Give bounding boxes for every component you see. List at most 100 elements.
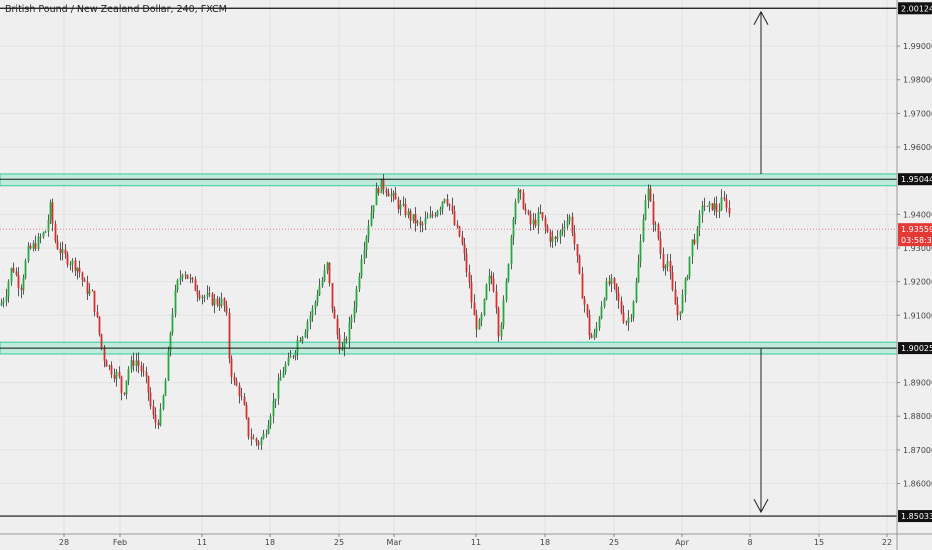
candle-body <box>245 404 248 418</box>
date-tick-label: 8 <box>747 538 752 547</box>
candle-body <box>44 231 47 233</box>
candle-body <box>216 298 219 305</box>
candle-body <box>370 212 373 226</box>
candle-body <box>568 216 571 221</box>
candle-body <box>184 274 187 276</box>
candle-body <box>206 293 209 297</box>
candle-body <box>164 380 167 396</box>
candle-body <box>662 253 665 269</box>
date-tick-label: Mar <box>386 538 402 547</box>
candle-body <box>495 291 498 309</box>
candle-body <box>145 372 148 377</box>
grid-layer <box>0 0 897 534</box>
candle-body <box>517 189 520 203</box>
candle-body <box>529 213 532 225</box>
candle-body <box>693 239 696 244</box>
candle-body <box>282 372 285 378</box>
candle-body <box>355 288 358 308</box>
candle-body <box>343 338 346 349</box>
candle-body <box>125 380 128 395</box>
candle-body <box>588 314 591 336</box>
candle-body <box>267 425 270 434</box>
candle-body <box>100 334 103 348</box>
candle-body <box>414 214 417 224</box>
candle-body <box>198 294 201 299</box>
price-axis[interactable]: 1.86000 1.87000 1.88000 1.89000 1.91000 1.920… <box>897 42 932 489</box>
candle-body <box>220 298 223 306</box>
candle-body <box>708 203 711 207</box>
date-tick-label: 11 <box>197 538 207 547</box>
candle-body <box>725 199 728 208</box>
candle-body <box>301 337 304 342</box>
candle-body <box>399 204 402 210</box>
candle-body <box>534 219 537 226</box>
resistance-price-tag-label: 1.95044 <box>901 175 932 184</box>
candle-body <box>715 203 718 212</box>
candle-body <box>228 312 231 359</box>
candle-body <box>208 293 211 295</box>
candle-body <box>720 197 723 211</box>
date-tick-label: 18 <box>540 538 550 547</box>
candle-body <box>573 232 576 245</box>
resistance-price-tag <box>898 173 932 186</box>
candle-body <box>424 218 427 224</box>
chart-title: British Pound / New Zealand Dollar, 240,… <box>5 4 227 15</box>
candle-body <box>688 256 691 277</box>
candle-body <box>691 239 694 257</box>
candle-body <box>299 339 302 342</box>
candle-body <box>350 317 353 323</box>
candle-body <box>541 212 544 218</box>
candle-body <box>42 232 45 237</box>
candle-body <box>372 205 375 213</box>
candle-body <box>250 436 253 439</box>
price-tick-label: 1.94000 <box>903 210 932 219</box>
resistance-zone[interactable] <box>0 173 898 187</box>
date-tick-label: 18 <box>265 538 275 547</box>
candle-body <box>255 438 258 443</box>
current-price-tag <box>898 223 932 247</box>
candle-body <box>644 200 647 220</box>
candle-body <box>554 236 557 239</box>
price-tick-label: 1.99000 <box>903 42 932 51</box>
candle-body <box>316 295 319 303</box>
target-bottom-price-tag <box>898 510 932 523</box>
candle-body <box>463 243 466 254</box>
price-tick-label: 1.91000 <box>903 311 932 320</box>
candle-body <box>235 380 238 386</box>
candle-body <box>115 371 118 379</box>
arrow-down-head <box>753 498 769 514</box>
candle-body <box>314 302 317 309</box>
candle-body <box>159 408 162 426</box>
candle-body <box>490 275 493 279</box>
candle-body <box>649 188 652 202</box>
candle-body <box>480 314 483 321</box>
candle-body <box>544 217 547 227</box>
candle-body <box>348 322 351 341</box>
candle-body <box>497 308 500 337</box>
candle-body <box>571 216 574 233</box>
candle-body <box>279 377 282 381</box>
candle-body <box>676 304 679 316</box>
candle-body <box>524 208 527 212</box>
candle-body <box>402 203 405 205</box>
candle-body <box>441 202 444 209</box>
candle-body <box>468 272 471 283</box>
candle-body <box>728 207 731 214</box>
candle-body <box>505 281 508 301</box>
candle-body <box>514 202 517 219</box>
candle-body <box>69 264 72 266</box>
time-axis[interactable]: 28 Feb 11 18 25 Mar 11 18 25 Apr 8 15 22 <box>59 534 892 547</box>
candle-body <box>669 261 672 273</box>
support-price-tag-label: 1.90025 <box>901 344 932 353</box>
candle-body <box>318 285 321 296</box>
candle-body <box>416 221 419 224</box>
level-layer <box>0 7 897 517</box>
candle-body <box>532 219 535 225</box>
candle-body <box>223 298 226 306</box>
candle-body <box>439 208 442 212</box>
candle-body <box>470 282 473 303</box>
candle-body <box>81 272 84 280</box>
candle-body <box>674 289 677 305</box>
